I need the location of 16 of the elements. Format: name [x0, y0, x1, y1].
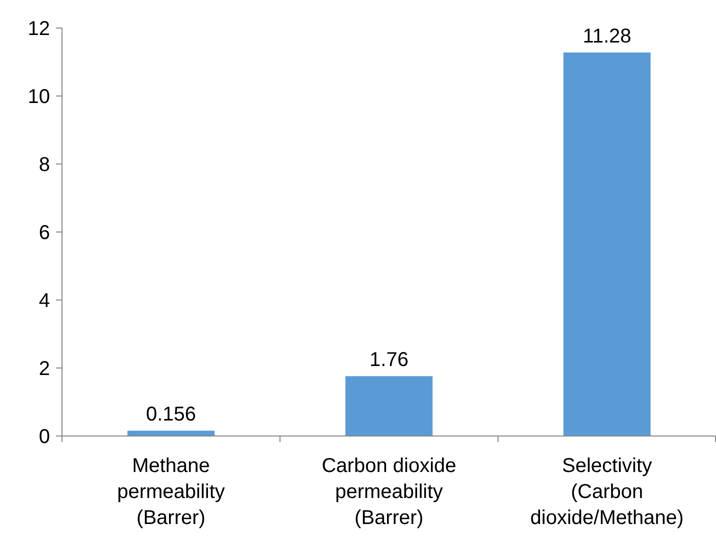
x-tick-label: Selectivity (Carbon dioxide/Methane) [530, 455, 684, 529]
y-tick-label: 10 [28, 86, 50, 108]
y-tick-label: 12 [28, 18, 50, 40]
y-tick-label: 8 [38, 154, 50, 176]
data-label: 11.28 [582, 25, 632, 48]
x-tick-label: Methane permeability (Barrer) [117, 455, 225, 529]
y-tick-label: 4 [38, 290, 50, 312]
data-label: 1.76 [370, 349, 408, 372]
y-tick-label: 6 [38, 222, 50, 244]
bar [345, 376, 433, 436]
x-tick-label: Carbon dioxide permeability (Barrer) [322, 455, 456, 529]
data-label: 0.156 [146, 404, 196, 426]
y-tick-label: 0 [38, 426, 50, 448]
bar [127, 430, 215, 436]
y-tick-label: 2 [38, 358, 50, 380]
bar [563, 52, 651, 436]
